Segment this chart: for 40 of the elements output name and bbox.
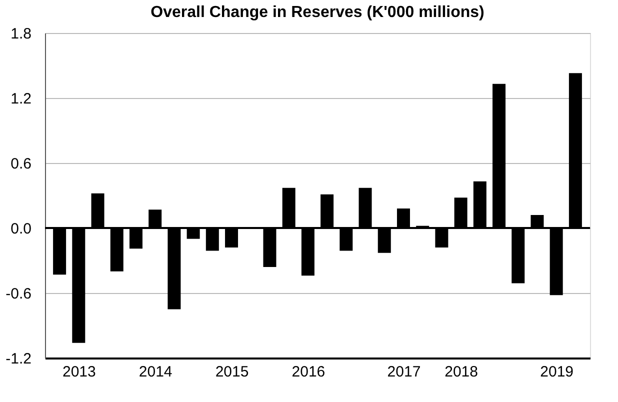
bar <box>186 228 200 239</box>
bar <box>91 193 104 228</box>
bar <box>378 228 391 253</box>
bar <box>148 210 162 228</box>
bar <box>435 228 448 248</box>
bar <box>568 73 582 228</box>
x-tick-label: 2014 <box>138 364 172 380</box>
bar <box>263 228 276 267</box>
bar <box>282 188 296 228</box>
x-tick-label: 2015 <box>215 364 249 380</box>
bar <box>358 188 372 228</box>
bar <box>473 181 486 228</box>
bar <box>168 228 181 310</box>
y-tick-label: 1.2 <box>10 90 32 108</box>
y-tick-label: 0.0 <box>10 220 32 238</box>
bar <box>72 228 86 343</box>
bar <box>225 228 238 248</box>
bar <box>530 215 544 228</box>
y-tick-label: 1.8 <box>10 26 32 42</box>
x-tick-label: 2013 <box>62 364 96 380</box>
bar <box>206 228 219 251</box>
x-tick-label: 2019 <box>540 364 574 380</box>
bar <box>550 228 563 296</box>
bar <box>512 228 525 284</box>
y-tick-label: 0.6 <box>10 156 32 172</box>
x-tick-label: 2018 <box>444 364 478 380</box>
bar <box>129 228 142 249</box>
chart-title: Overall Change in Reserves (K'000 millions) <box>150 4 484 21</box>
x-tick-label: 2016 <box>292 364 326 380</box>
y-tick-label: -1.2 <box>6 350 32 368</box>
x-tick-label: 2017 <box>387 364 421 380</box>
bar <box>110 228 124 272</box>
bar <box>492 84 506 228</box>
y-tick-label: -0.6 <box>6 286 32 302</box>
bar <box>396 208 410 228</box>
bar <box>454 198 468 228</box>
bar <box>301 228 314 276</box>
bar <box>340 228 353 251</box>
bar <box>320 194 334 228</box>
bar <box>53 228 66 275</box>
